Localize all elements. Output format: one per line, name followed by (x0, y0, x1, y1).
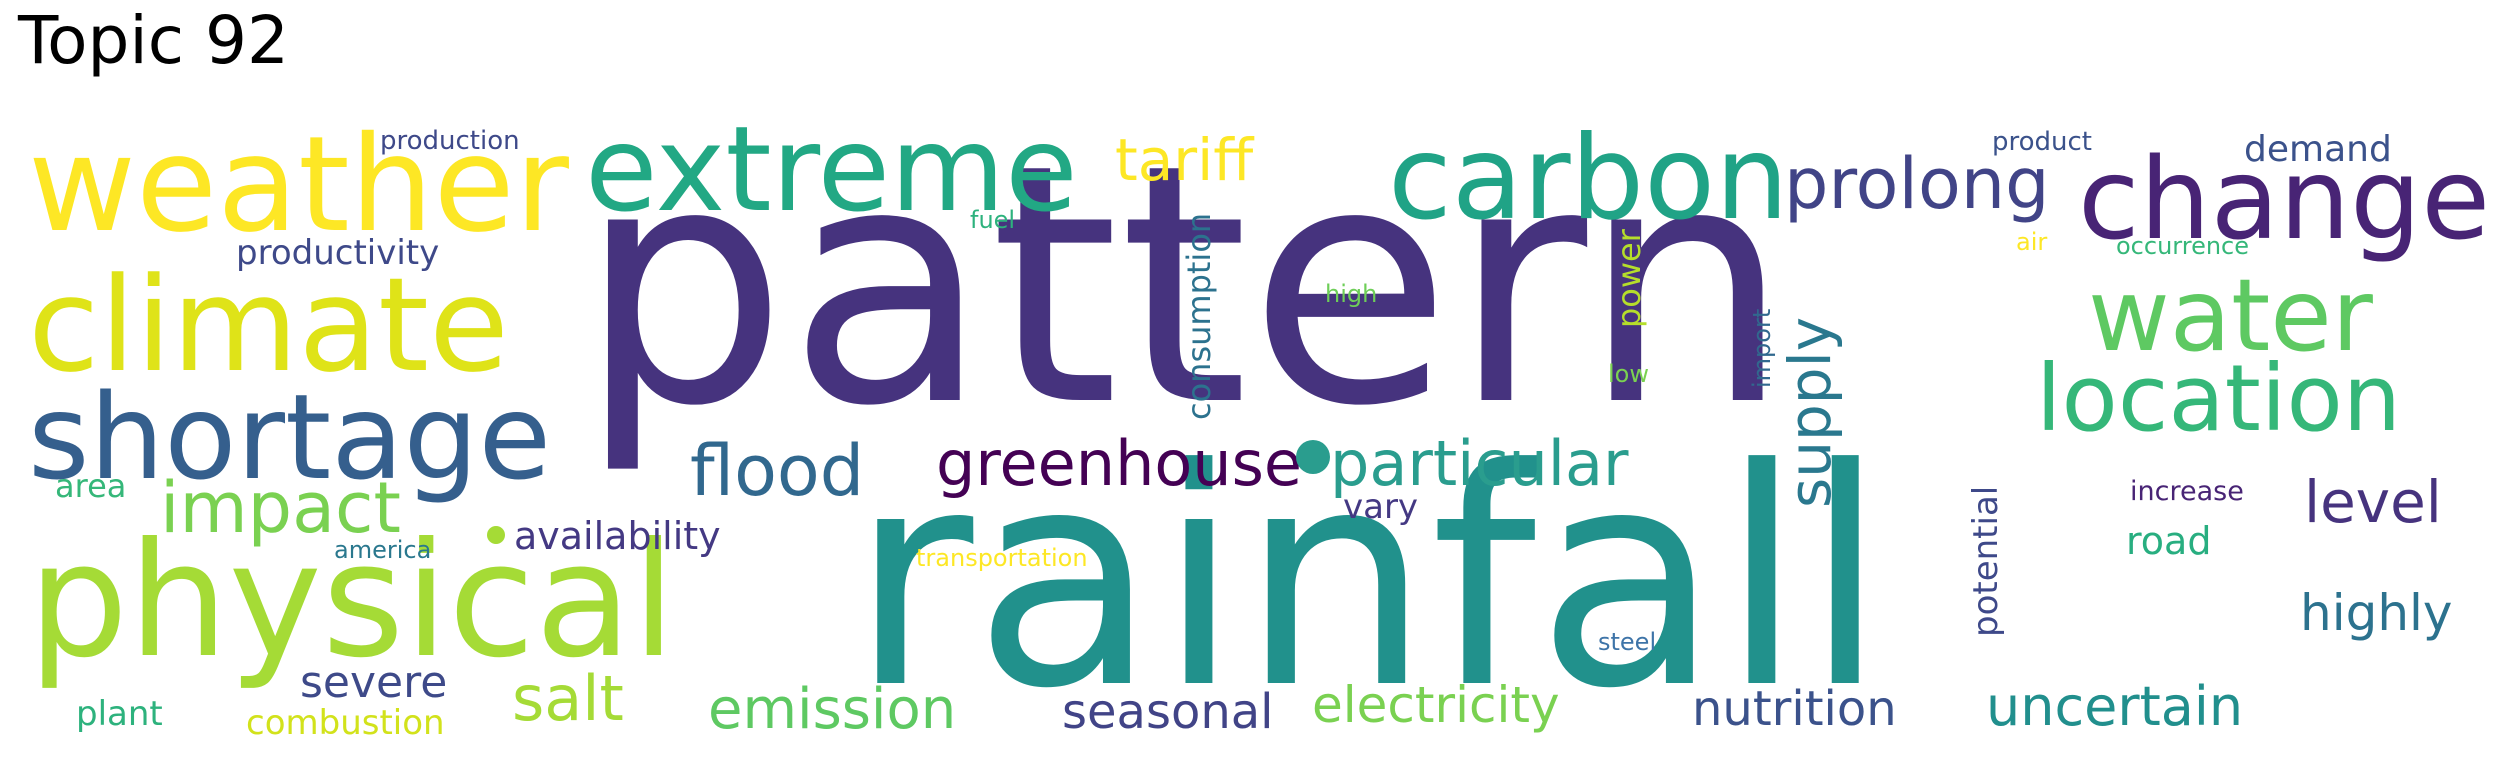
word-vary: vary (1343, 487, 1418, 527)
word-greenhouse: greenhouse (936, 427, 1302, 500)
word-power: power (1610, 228, 1648, 328)
word-transportation: transportation (916, 544, 1088, 572)
word-severe: severe (300, 657, 447, 708)
word-fuel: fuel (970, 206, 1015, 234)
word-production: production (380, 126, 520, 156)
word-steel: steel (1598, 628, 1656, 656)
word-carbon: carbon (1388, 111, 1789, 246)
word-particular: particular (1330, 427, 1629, 500)
word-nutrition: nutrition (1692, 681, 1897, 737)
word-flood: flood (690, 430, 864, 512)
word-location: location (2036, 345, 2401, 452)
word-rainfall: rainfall (850, 405, 1887, 754)
word-increase: increase (2130, 476, 2244, 507)
word-extreme: extreme (585, 100, 1078, 238)
word-change: change (2078, 135, 2490, 265)
word-low: low (1608, 360, 1649, 388)
word-seasonal: seasonal (1062, 684, 1274, 740)
word-supply: supply (1776, 317, 1844, 508)
word-water: water (2088, 257, 2374, 374)
topic-title: Topic 92 (18, 2, 289, 79)
word-weather: weather (28, 108, 570, 262)
word-occurrence: occurrence (2116, 232, 2249, 260)
word-road: road (2126, 519, 2211, 563)
word-potential: potential (1966, 486, 2006, 637)
word-productivity: productivity (236, 233, 439, 273)
word-area: area (55, 467, 126, 505)
word-america: america (334, 536, 431, 564)
dot-mark (487, 526, 505, 544)
word-demand: demand (2244, 129, 2392, 170)
word-availability: availability (514, 514, 721, 558)
word-import: import (1748, 309, 1776, 388)
word-impact: impact (160, 467, 401, 549)
word-electricity: electricity (1312, 676, 1560, 734)
word-physical: physical (28, 509, 676, 693)
word-combustion: combustion (246, 703, 445, 743)
word-shortage: shortage (28, 368, 551, 506)
word-high: high (1325, 280, 1377, 308)
word-level: level (2304, 468, 2442, 536)
word-prolong: prolong (1784, 143, 2050, 225)
word-plant: plant (76, 694, 163, 734)
word-salt: salt (512, 662, 624, 735)
word-climate: climate (28, 249, 509, 401)
word-emission: emission (708, 677, 956, 742)
dot-mark (1296, 440, 1330, 474)
word-uncertain: uncertain (1986, 675, 2243, 738)
word-highly: highly (2300, 584, 2453, 642)
word-product: product (1992, 127, 2092, 157)
word-pattern: pattern (578, 94, 1791, 478)
word-tariff: tariff (1115, 126, 1255, 194)
word-consumption: consumption (1180, 213, 1218, 420)
word-air: air (2016, 228, 2047, 256)
